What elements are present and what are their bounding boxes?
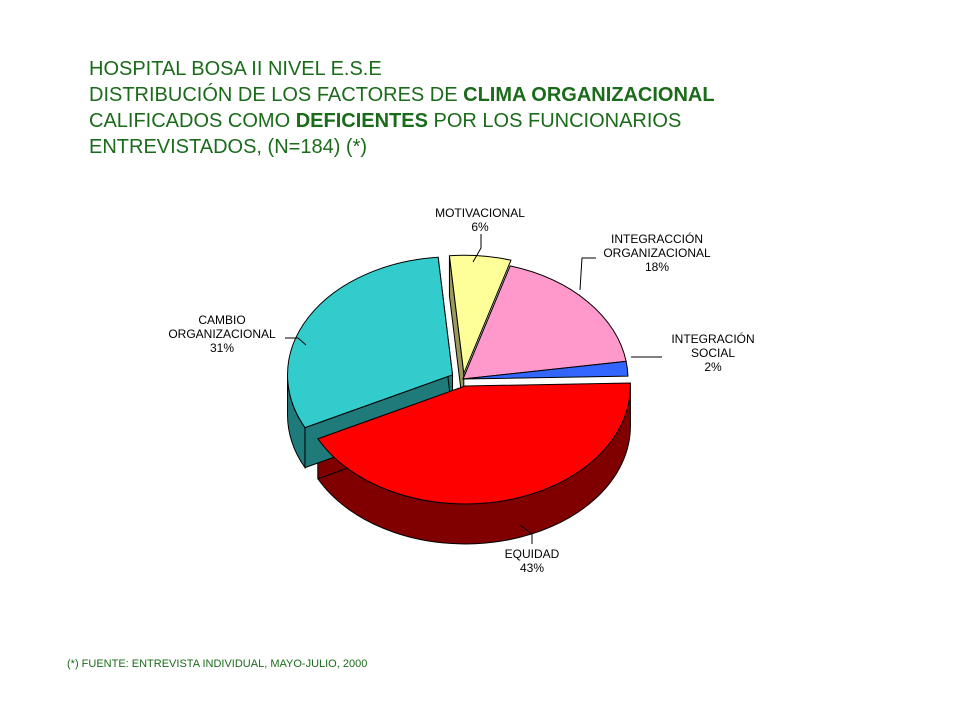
data-label-integracion-social: SOCIAL: [691, 346, 735, 360]
data-label-cambio-organizacional: ORGANIZACIONAL: [168, 327, 276, 341]
data-label-motivacional: MOTIVACIONAL: [435, 206, 525, 220]
data-label-pct-integraccion-organizacional: 18%: [645, 260, 669, 274]
data-label-cambio-organizacional: CAMBIO: [198, 313, 245, 327]
title-line-2: DISTRIBUCIÓN DE LOS FACTORES DE CLIMA OR…: [89, 82, 909, 108]
title-line-2-bold: CLIMA ORGANIZACIONAL: [463, 84, 715, 106]
footnote: (*) FUENTE: ENTREVISTA INDIVIDUAL, MAYO-…: [67, 658, 368, 670]
data-label-integraccion-organizacional: INTEGRACCIÓN: [611, 231, 703, 246]
title-line-3-tail: POR LOS FUNCIONARIOS: [427, 110, 682, 132]
pie-slice-cambio-organizacional: [287, 256, 454, 429]
data-label-pct-integracion-social: 2%: [704, 360, 722, 374]
data-label-pct-motivacional: 6%: [471, 220, 489, 234]
data-label-equidad: EQUIDAD: [505, 547, 560, 561]
title-line-4: ENTREVISTADOS, (N=184) (*): [89, 136, 368, 158]
leader-line-equidad: [519, 524, 533, 544]
data-label-integracion-social: INTEGRACIÓN: [671, 331, 754, 346]
data-label-integraccion-organizacional: ORGANIZACIONAL: [603, 246, 711, 260]
pie-slice-integraccion-organizacional: [462, 265, 627, 380]
leader-line-cambio-organizacional: [285, 337, 307, 346]
title-line-1: HOSPITAL BOSA II NIVEL E.S.E: [89, 58, 382, 80]
title-line-3-text: CALIFICADOS COMO: [89, 110, 296, 132]
leader-line-motivacional: [472, 234, 482, 263]
data-label-pct-cambio-organizacional: 31%: [210, 341, 234, 355]
pie-labels: MOTIVACIONAL6%INTEGRACCIÓNORGANIZACIONAL…: [168, 206, 754, 575]
pie-leader-lines: [285, 234, 662, 544]
chart-title: HOSPITAL BOSA II NIVEL E.S.E DISTRIBUCIÓ…: [89, 56, 909, 160]
title-line-3: CALIFICADOS COMO DEFICIENTES POR LOS FUN…: [89, 108, 909, 134]
title-line-3-bold: DEFICIENTES: [295, 110, 428, 132]
title-line-2-text: DISTRIBUCIÓN DE LOS FACTORES DE: [89, 84, 464, 106]
leader-line-integraccion-organizacional: [579, 257, 596, 291]
data-label-pct-equidad: 43%: [520, 561, 544, 575]
pie-slice-equidad: [317, 382, 631, 505]
pie-slice-integracion-social: [462, 360, 629, 380]
pie-tops: [287, 254, 631, 505]
pie-slice-motivacional: [448, 254, 512, 376]
